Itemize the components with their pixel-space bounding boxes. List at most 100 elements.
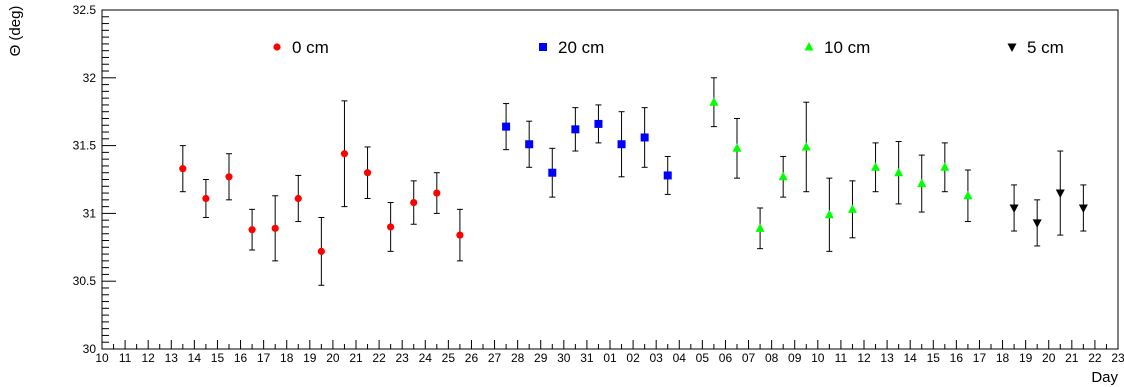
data-point xyxy=(363,169,372,177)
legend-marker xyxy=(539,43,547,51)
x-tick-label: 19 xyxy=(303,351,317,365)
data-point xyxy=(502,122,511,131)
data-point xyxy=(525,140,534,149)
y-tick-label: 32.5 xyxy=(73,3,97,17)
data-point xyxy=(271,224,279,232)
y-tick-label: 31.5 xyxy=(73,139,97,153)
y-tick-label: 30 xyxy=(83,342,97,356)
x-tick-label: 15 xyxy=(927,351,941,365)
x-tick-label: 20 xyxy=(326,351,340,365)
data-point xyxy=(571,125,580,134)
legend-marker xyxy=(273,43,281,51)
x-tick-label: 12 xyxy=(857,351,871,365)
x-tick-label: 27 xyxy=(488,351,502,365)
x-tick-label: 21 xyxy=(1065,351,1079,365)
x-tick-label: 20 xyxy=(1042,351,1056,365)
x-tick-label: 18 xyxy=(996,351,1010,365)
legend-label: 10 cm xyxy=(824,38,870,57)
x-tick-label: 23 xyxy=(396,351,410,365)
x-axis-title: Day xyxy=(1091,369,1118,386)
data-point xyxy=(202,194,210,203)
data-point xyxy=(225,173,233,181)
x-tick-label: 11 xyxy=(119,351,132,365)
data-point xyxy=(940,162,950,171)
x-tick-label: 17 xyxy=(257,351,271,365)
x-tick-label: 02 xyxy=(626,351,640,365)
data-point xyxy=(917,178,927,188)
series-10-cm xyxy=(709,77,973,252)
data-point xyxy=(801,141,811,151)
legend-label: 20 cm xyxy=(558,38,604,57)
data-point xyxy=(755,223,765,232)
data-point xyxy=(732,143,742,152)
data-point xyxy=(617,140,626,149)
data-point xyxy=(548,168,557,177)
x-tick-label: 13 xyxy=(165,351,179,365)
data-point xyxy=(1078,204,1088,213)
x-tick-label: 12 xyxy=(142,351,156,365)
x-tick-label: 28 xyxy=(511,351,525,365)
x-tick-label: 15 xyxy=(211,351,225,365)
data-point xyxy=(709,97,719,106)
data-point xyxy=(963,190,973,200)
x-tick-label: 10 xyxy=(95,351,109,365)
x-tick-label: 13 xyxy=(880,351,894,365)
data-point xyxy=(824,209,834,219)
data-point xyxy=(1009,204,1019,213)
series-5-cm xyxy=(1009,150,1088,247)
x-tick-label: 26 xyxy=(465,351,479,365)
legend-label: 5 cm xyxy=(1027,38,1064,57)
x-tick-label: 22 xyxy=(1088,351,1102,365)
x-tick-label: 17 xyxy=(973,351,987,365)
data-point xyxy=(1032,219,1042,228)
x-tick-label: 11 xyxy=(835,351,848,365)
data-point xyxy=(179,165,187,173)
legend-marker xyxy=(804,42,814,51)
x-tick-label: 23 xyxy=(1111,351,1124,365)
y-tick-label: 31 xyxy=(83,206,97,220)
y-tick-label: 30.5 xyxy=(73,274,97,288)
legend-label: 0 cm xyxy=(292,38,329,57)
x-tick-label: 31 xyxy=(580,351,594,365)
x-tick-label: 06 xyxy=(719,351,733,365)
data-point xyxy=(340,150,349,158)
data-point xyxy=(871,162,881,171)
data-point xyxy=(456,231,464,239)
data-point xyxy=(847,204,857,213)
series-20-cm xyxy=(502,103,672,198)
data-point xyxy=(433,189,441,197)
x-tick-label: 21 xyxy=(349,351,363,365)
x-tick-label: 01 xyxy=(603,351,617,365)
x-tick-label: 25 xyxy=(442,351,456,365)
x-tick-label: 24 xyxy=(419,351,433,365)
data-point xyxy=(248,226,256,234)
x-tick-label: 18 xyxy=(280,351,294,365)
x-tick-label: 16 xyxy=(234,351,248,365)
x-tick-label: 03 xyxy=(650,351,664,365)
data-point xyxy=(317,247,325,255)
x-tick-label: 16 xyxy=(950,351,964,365)
data-point xyxy=(1055,189,1065,199)
x-tick-label: 05 xyxy=(696,351,710,365)
data-point xyxy=(663,171,672,180)
series-0-cm xyxy=(179,100,464,286)
x-tick-label: 08 xyxy=(765,351,779,365)
x-tick-label: 14 xyxy=(188,351,202,365)
y-tick-label: 32 xyxy=(83,71,97,85)
x-tick-label: 04 xyxy=(673,351,687,365)
data-point xyxy=(294,194,302,203)
legend-marker xyxy=(1007,43,1017,52)
x-tick-label: 07 xyxy=(742,351,756,365)
data-point xyxy=(410,198,418,207)
x-tick-label: 14 xyxy=(904,351,918,365)
data-point xyxy=(387,223,395,231)
x-tick-label: 19 xyxy=(1019,351,1033,365)
data-point xyxy=(594,119,603,128)
data-point xyxy=(894,167,904,177)
x-tick-label: 10 xyxy=(811,351,825,365)
x-tick-label: 09 xyxy=(788,351,802,365)
data-point xyxy=(778,171,788,181)
y-axis-title: Θ (deg) xyxy=(7,6,24,57)
